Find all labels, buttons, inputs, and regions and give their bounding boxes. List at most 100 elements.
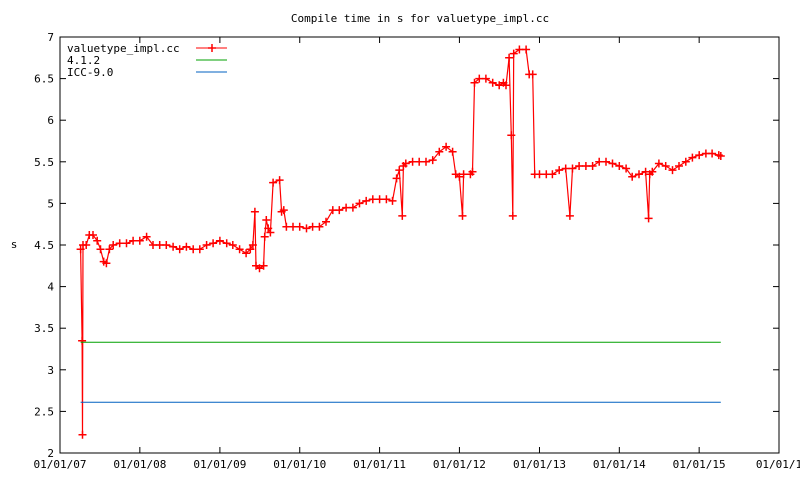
data-point (415, 157, 424, 166)
data-point (622, 164, 631, 173)
data-point (322, 217, 330, 226)
data-point (222, 239, 231, 248)
data-point (228, 241, 237, 249)
data-point (93, 236, 102, 245)
data-point (468, 167, 477, 176)
data-point (295, 222, 304, 231)
data-point (581, 162, 590, 170)
x-tick-label: 01/01/07 (34, 458, 87, 471)
y-tick-label: 4.5 (34, 239, 54, 252)
data-point (246, 245, 255, 254)
data-point (202, 241, 211, 249)
data-point (260, 232, 269, 241)
x-tick-label: 01/01/14 (593, 458, 646, 471)
data-point (435, 147, 444, 156)
data-point (595, 157, 604, 166)
y-axis-label: s (11, 238, 18, 251)
data-point (502, 81, 510, 90)
data-point (688, 153, 697, 162)
data-point (175, 245, 184, 254)
x-tick-label: 01/01/11 (353, 458, 406, 471)
x-tick-label: 01/01/1 (756, 458, 800, 471)
y-tick-label: 6 (47, 114, 54, 127)
data-point (588, 162, 597, 170)
data-point (348, 203, 357, 212)
x-tick-label: 01/01/10 (273, 458, 326, 471)
chart-title: Compile time in s for valuetype_impl.cc (291, 12, 549, 25)
data-point (508, 211, 517, 220)
data-point (129, 236, 138, 245)
y-tick-label: 5.5 (34, 156, 54, 169)
data-point (255, 264, 264, 273)
data-point (401, 159, 410, 168)
data-point (615, 162, 624, 170)
data-point (716, 152, 725, 160)
data-point (675, 162, 683, 170)
data-point (505, 53, 514, 62)
legend-label: 4.1.2 (67, 54, 100, 67)
data-point (641, 167, 650, 176)
data-point (481, 74, 490, 83)
data-point (102, 259, 111, 268)
data-point (209, 239, 218, 248)
data-point (528, 70, 537, 79)
data-point (78, 336, 87, 345)
data-point (355, 199, 364, 208)
data-point (392, 174, 401, 183)
data-point (708, 149, 717, 158)
data-point (149, 241, 157, 249)
legend-marker (208, 44, 216, 52)
y-tick-label: 6.5 (34, 73, 54, 86)
x-tick-label: 01/01/12 (433, 458, 486, 471)
data-point (535, 170, 544, 179)
data-point (555, 166, 564, 175)
data-point (628, 172, 637, 181)
data-point (109, 241, 118, 249)
data-point (488, 78, 497, 87)
data-point (428, 156, 437, 165)
data-point (250, 207, 259, 216)
x-tick-label: 01/01/08 (113, 458, 166, 471)
data-point (495, 81, 504, 90)
data-point (575, 162, 584, 170)
data-point (470, 78, 479, 87)
data-point (308, 222, 317, 231)
data-point (507, 131, 516, 140)
series-line-0 (80, 48, 722, 435)
data-point (142, 232, 151, 241)
y-tick-label: 3.5 (34, 322, 54, 335)
y-tick-label: 2.5 (34, 405, 54, 418)
x-tick-label: 01/01/09 (193, 458, 246, 471)
data-point (681, 157, 690, 166)
data-point (458, 211, 467, 220)
data-point (82, 241, 91, 249)
data-point (548, 170, 557, 179)
data-point (448, 147, 457, 156)
data-point (362, 196, 371, 205)
data-point (648, 167, 657, 176)
y-tick-label: 7 (47, 31, 54, 44)
data-point (422, 157, 430, 166)
data-point (602, 157, 610, 166)
data-point (668, 166, 677, 175)
data-point (195, 245, 204, 254)
data-point (455, 172, 464, 181)
data-point (654, 159, 663, 168)
y-tick-label: 5 (47, 197, 54, 210)
data-point (78, 430, 87, 439)
data-point (105, 245, 114, 254)
legend-label: ICC-9.0 (67, 66, 113, 79)
data-point (264, 224, 273, 233)
data-point (375, 195, 384, 204)
data-point (395, 166, 404, 175)
y-tick-label: 3 (47, 364, 54, 377)
data-point (135, 236, 144, 245)
data-point (289, 222, 297, 231)
data-point (89, 231, 97, 239)
data-point (302, 224, 311, 233)
tick-labels: 2 2.5 3 3.5 4 4.5 5 5.5 6 6.5 7 01/01/07 01/01/08 01/… (34, 31, 800, 471)
data-point (215, 236, 224, 245)
data-point (275, 176, 284, 185)
